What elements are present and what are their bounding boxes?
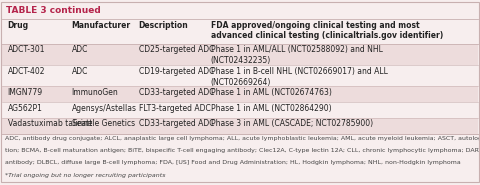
Text: Phase 1 in B-cell NHL (NCT02669017) and ALL
(NCT02669264): Phase 1 in B-cell NHL (NCT02669017) and … [211,67,387,87]
Text: AG562P1: AG562P1 [8,104,43,113]
Text: ADCT-301: ADCT-301 [8,45,45,54]
Text: CD25-targeted ADC: CD25-targeted ADC [139,45,214,54]
Text: FDA approved/ongoing clinical testing and most
advanced clinical testing (clinic: FDA approved/ongoing clinical testing an… [211,21,443,40]
Text: Phase 1 in AML (NCT02674763): Phase 1 in AML (NCT02674763) [211,88,332,97]
Text: Seattle Genetics: Seattle Genetics [72,119,135,128]
Text: Phase 1 in AML/ALL (NCT02588092) and NHL
(NCT02432235): Phase 1 in AML/ALL (NCT02588092) and NHL… [211,45,383,65]
Text: Manufacturer: Manufacturer [72,21,131,30]
Text: CD33-targeted ADC: CD33-targeted ADC [139,88,214,97]
Bar [2,20,478,44]
Text: *Trial ongoing but no longer recruiting participants: *Trial ongoing but no longer recruiting … [5,173,166,178]
Text: Phase 3 in AML (CASCADE; NCT02785900): Phase 3 in AML (CASCADE; NCT02785900) [211,119,373,128]
Text: CD19-targeted ADC: CD19-targeted ADC [139,67,214,76]
Bar [2,102,478,118]
Bar [2,65,478,86]
Text: FLT3-targeted ADC: FLT3-targeted ADC [139,104,210,113]
Text: TABLE 3 continued: TABLE 3 continued [6,6,100,16]
Text: Agensys/Astellas: Agensys/Astellas [72,104,136,113]
Bar [2,44,478,65]
Text: Phase 1 in AML (NCT02864290): Phase 1 in AML (NCT02864290) [211,104,331,113]
Bar [2,86,478,102]
Text: ADC, antibody drug conjugate; ALCL, anaplastic large cell lymphoma; ALL, acute l: ADC, antibody drug conjugate; ALCL, anap… [5,136,480,141]
Text: ADC: ADC [72,45,88,54]
Text: Drug: Drug [8,21,29,30]
Text: ADC: ADC [72,67,88,76]
Text: tion; BCMA, B-cell maturation antigen; BiTE, bispecific T-cell engaging antibody: tion; BCMA, B-cell maturation antigen; B… [5,148,480,153]
Text: Description: Description [139,21,189,30]
Bar [2,118,478,134]
Text: Vadastuximab talirine: Vadastuximab talirine [8,119,92,128]
Text: CD33-targeted ADC: CD33-targeted ADC [139,119,214,128]
Text: ImmunoGen: ImmunoGen [72,88,118,97]
Text: IMGN779: IMGN779 [8,88,43,97]
Text: ADCT-402: ADCT-402 [8,67,45,76]
Text: antibody; DLBCL, diffuse large B-cell lymphoma; FDA, [US] Food and Drug Administ: antibody; DLBCL, diffuse large B-cell ly… [5,160,461,165]
